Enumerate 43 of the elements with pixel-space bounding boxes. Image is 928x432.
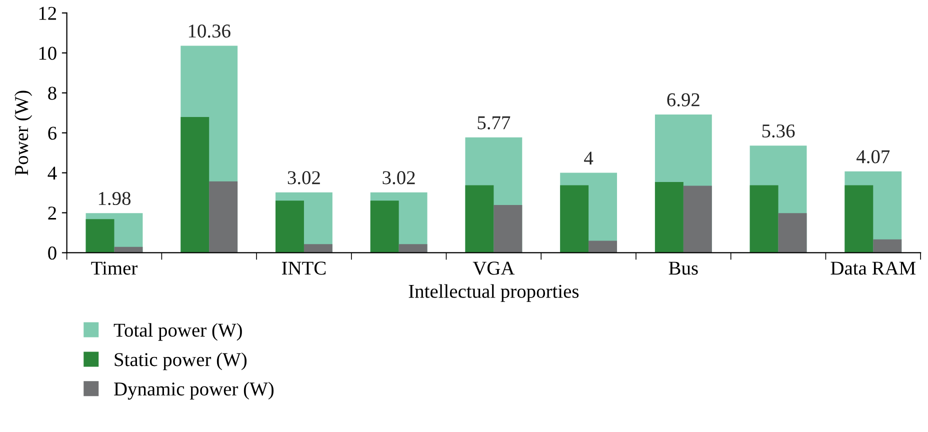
- x-axis-title: Intellectual proporties: [408, 284, 579, 302]
- bar: [683, 186, 712, 253]
- data-label: 5.77: [478, 116, 510, 130]
- bar: [304, 244, 332, 253]
- y-tick-label: 0: [48, 246, 56, 260]
- legend-label: Dynamic power (W): [114, 382, 274, 400]
- bar: [276, 200, 304, 253]
- y-tick-label: 10: [39, 46, 56, 60]
- bar: [654, 182, 684, 253]
- data-label: 3.02: [288, 171, 320, 184]
- data-label: 3.02: [382, 171, 415, 184]
- y-tick-label: 12: [39, 6, 56, 20]
- bar: [370, 200, 399, 253]
- bar: [465, 185, 494, 253]
- bar: [873, 239, 902, 253]
- bar: [180, 117, 210, 253]
- data-label: 4.07: [856, 150, 890, 164]
- bar: [844, 185, 874, 253]
- data-label: 10.36: [188, 24, 230, 38]
- data-label: 1.98: [98, 192, 131, 206]
- x-tick-label: Bus: [668, 262, 698, 275]
- bar: [209, 181, 238, 253]
- legend-label: Total power (W): [114, 323, 242, 341]
- y-tick-label: 4: [48, 166, 57, 180]
- bar: [86, 219, 114, 253]
- y-tick-label: 6: [48, 126, 57, 140]
- legend-label: Static power (W): [114, 352, 247, 370]
- data-label: 5.36: [762, 124, 795, 138]
- bar: [778, 213, 807, 253]
- data-label: 4: [584, 152, 594, 164]
- data-label: 6.92: [667, 93, 700, 106]
- bar: [750, 185, 778, 253]
- x-tick-label: VGA: [472, 262, 515, 275]
- bar: [398, 244, 428, 253]
- x-tick-label: INTC: [282, 262, 326, 275]
- bar: [588, 240, 618, 253]
- y-tick-label: 2: [48, 206, 56, 220]
- bar: [560, 185, 589, 253]
- y-tick-label: 8: [48, 86, 56, 100]
- x-tick-label: Timer: [91, 262, 138, 275]
- y-axis-title: Power (W): [14, 90, 32, 176]
- x-tick-label: Data RAM: [830, 262, 916, 275]
- bar: [494, 204, 522, 253]
